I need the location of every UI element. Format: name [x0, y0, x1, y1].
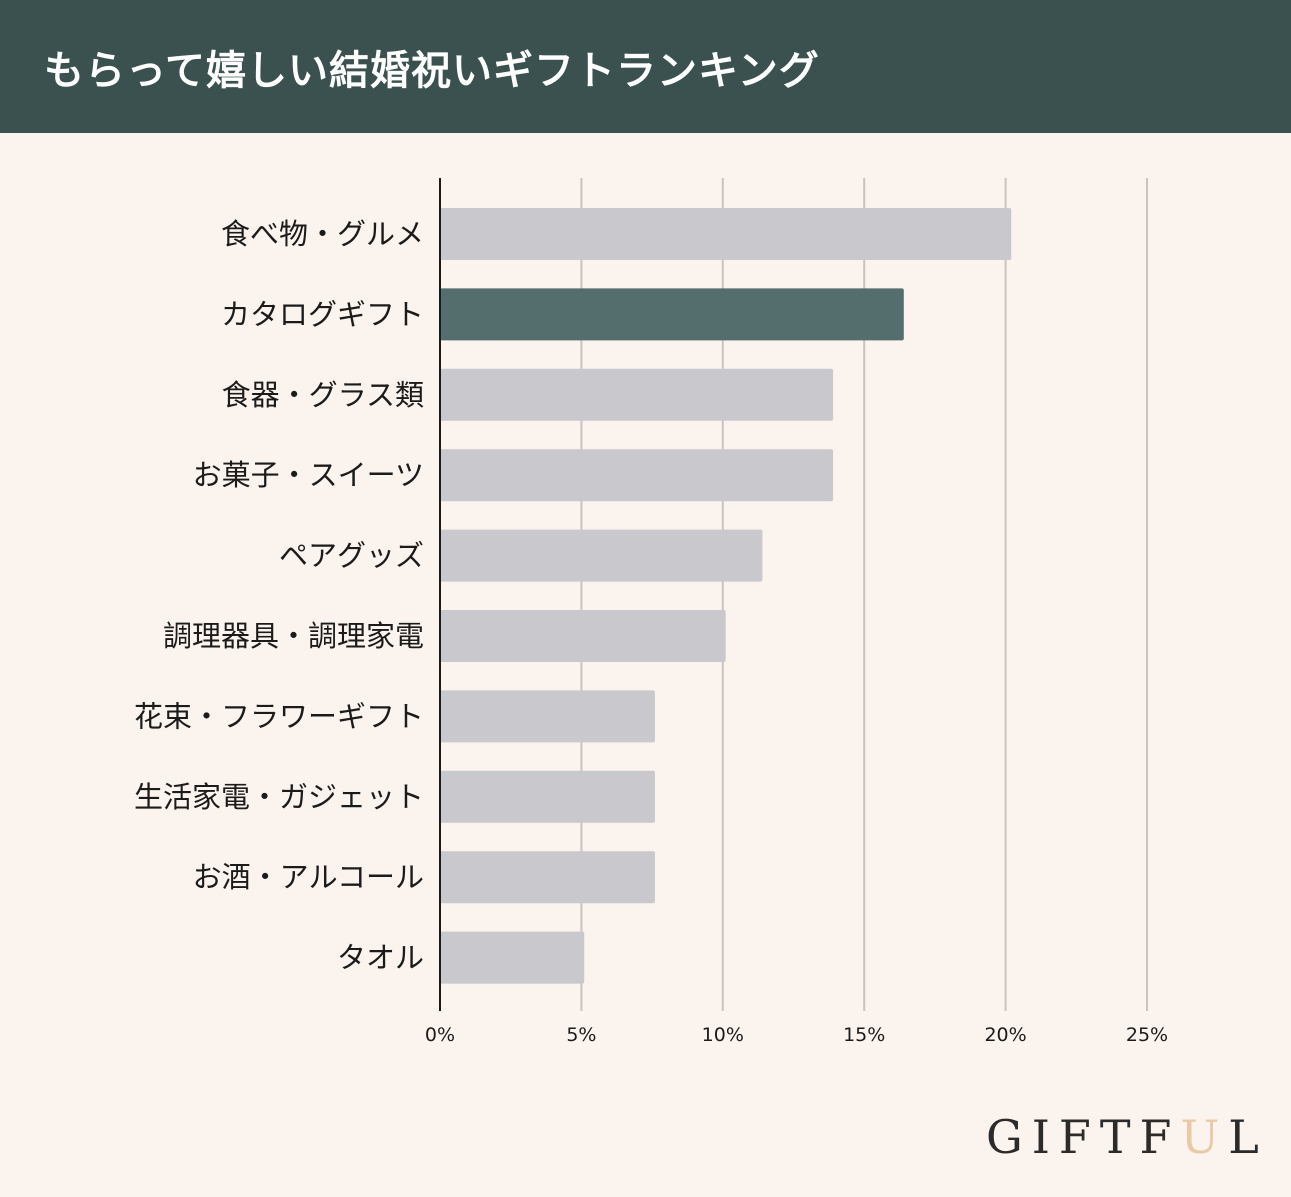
category-label: タオル: [337, 941, 424, 975]
category-label: 生活家電・ガジェット: [134, 780, 424, 814]
category-label: カタログギフト: [221, 297, 424, 331]
category-label: 花束・フラワーギフト: [134, 699, 424, 733]
ranking-bar-chart: 食べ物・グルメカタログギフト食器・グラス類お菓子・スイーツペアグッズ調理器具・調…: [134, 178, 1168, 1046]
category-label: お酒・アルコール: [193, 860, 424, 894]
x-tick-label: 10%: [702, 1024, 744, 1046]
bar-8: [440, 851, 655, 904]
category-label: お菓子・スイーツ: [193, 458, 424, 492]
bar-4: [440, 529, 763, 582]
category-label: 調理器具・調理家電: [163, 619, 424, 653]
bar-7: [440, 770, 655, 823]
page-title: もらって嬉しい結婚祝いギフトランキング: [44, 48, 820, 94]
x-tick-label: 5%: [566, 1024, 596, 1046]
bar-1: [440, 288, 904, 341]
category-label: ペアグッズ: [279, 539, 424, 573]
bar-2: [440, 368, 834, 421]
bar-6: [440, 690, 655, 743]
category-label: 食器・グラス類: [222, 378, 424, 412]
category-label: 食べ物・グルメ: [221, 217, 424, 251]
x-tick-label: 15%: [843, 1024, 885, 1046]
header-bar: もらって嬉しい結婚祝いギフトランキング: [0, 0, 1291, 133]
x-tick-label: 25%: [1126, 1024, 1168, 1046]
x-tick-label: 0%: [425, 1024, 455, 1046]
bar-3: [440, 449, 834, 502]
bar-0: [440, 208, 1012, 260]
x-tick-label: 20%: [984, 1024, 1026, 1046]
giftful-logo: GIFTFUL: [986, 1110, 1268, 1164]
bar-5: [440, 610, 726, 662]
bar-9: [440, 931, 585, 984]
